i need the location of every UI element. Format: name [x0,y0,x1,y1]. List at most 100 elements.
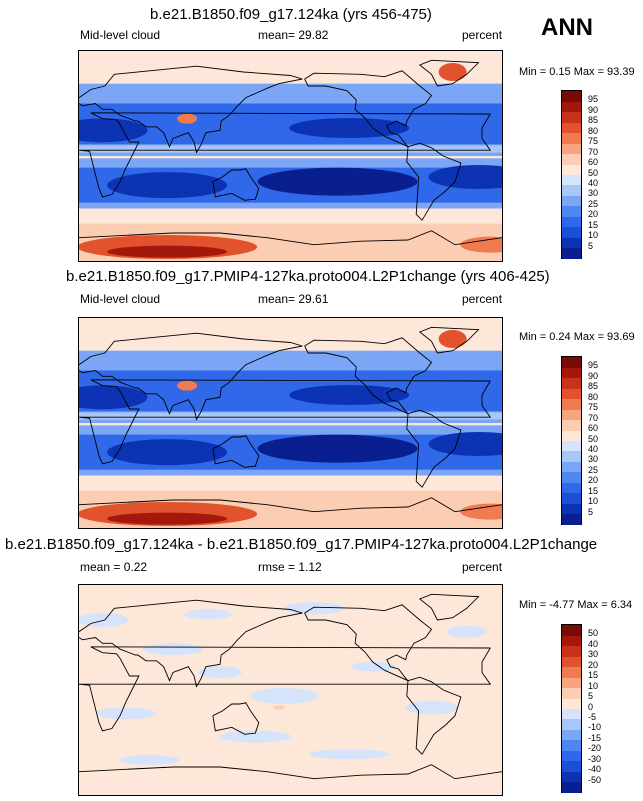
field-maximum [460,236,502,253]
colorbar-tick-label: 5 [588,691,594,702]
colorbar-tick-label: 75 [588,136,599,147]
panel3-rmse-label: rmse = 1.12 [258,560,322,574]
colorbar-cell [562,513,581,525]
field-band [79,412,502,420]
panel2-colorbar [561,356,582,525]
colorbar-cell [562,122,581,134]
coastline [212,435,260,468]
field-maximum [107,245,228,258]
field-negative-patch [184,609,233,620]
coastline [418,593,480,621]
field-minimum [289,385,410,405]
coastline [304,70,433,148]
colorbar-cell [562,739,581,751]
panel2-map [78,317,503,529]
colorbar-cell [562,205,581,217]
colorbar-cell [562,409,581,421]
field-maximum [177,113,198,124]
colorbar-tick-label: 80 [588,125,599,136]
field-minimum [428,432,502,456]
panel3-units-label: percent [462,560,503,574]
panel3-title: b.e21.B1850.f09_g17.124ka - b.e21.B1850.… [5,536,598,553]
colorbar-cell [562,687,581,699]
coastline [79,497,502,513]
coastline [79,112,492,198]
colorbar-tick-label: 25 [588,198,599,209]
colorbar-cell [562,760,581,772]
coastline [304,604,433,682]
colorbar-tick-label: 70 [588,412,599,423]
colorbar-cell [562,750,581,762]
colorbar-cell [562,666,581,678]
colorbar-cell [562,216,581,228]
colorbar-cell [562,440,581,452]
panel2-units-label: percent [462,292,503,306]
colorbar-cell [562,398,581,410]
colorbar-cell [562,677,581,689]
panel3-minmax-label: Min = -4.77 Max = 6.34 [519,599,633,611]
coastline [212,168,260,201]
colorbar-tick-label: 15 [588,670,599,681]
panel3-colorbar [561,624,582,793]
colorbar-tick-label: -50 [588,774,602,785]
field-band [79,145,502,153]
colorbar-cell [562,635,581,647]
colorbar-cell [562,195,581,207]
colorbar-cell [562,226,581,238]
colorbar-tick-label: 10 [588,230,599,241]
colorbar-cell [562,708,581,720]
field-minimum [289,118,410,138]
field-negative-patch [284,602,344,615]
coastline [212,702,260,735]
field-negative-patch [96,707,156,720]
colorbar-cell [562,492,581,504]
colorbar-tick-label: 20 [588,209,599,220]
panel2-variable-label: Mid-level cloud [80,292,161,306]
colorbar-tick-label: 85 [588,381,599,392]
colorbar-cell [562,503,581,515]
colorbar-tick-label: 20 [588,475,599,486]
colorbar-tick-label: -40 [588,764,602,775]
coastline [79,332,303,421]
colorbar-tick-label: 95 [588,360,599,371]
panel2-mean-label: mean= 29.61 [258,292,329,306]
colorbar-cell [562,91,581,102]
coastline [406,142,462,221]
colorbar-tick-label: 10 [588,680,599,691]
field-band [79,103,502,145]
field-maximum [438,63,467,81]
colorbar-tick-label: -20 [588,743,602,754]
colorbar-cell [562,143,581,155]
coastline [79,599,303,688]
colorbar-tick-label: 80 [588,391,599,402]
colorbar-tick-label: 90 [588,370,599,381]
colorbar-cell [562,237,581,249]
panel1-colorbar [561,90,582,259]
panel1-map [78,50,503,262]
colorbar-tick-label: 75 [588,402,599,413]
colorbar-tick-label: 0 [588,701,594,712]
field-minimum [79,118,148,143]
field-positive-patch [272,705,285,710]
colorbar-cell [562,718,581,730]
colorbar-tick-label: 15 [588,485,599,496]
colorbar-tick-label: 85 [588,115,599,126]
field-negative-patch [143,643,203,656]
colorbar-cell [562,153,581,165]
colorbar-tick-label: 30 [588,188,599,199]
colorbar-tick-label: 60 [588,157,599,168]
colorbar-cell [562,771,581,783]
colorbar-cell [562,419,581,431]
colorbar-tick-label: 20 [588,659,599,670]
colorbar-tick-label: 5 [588,506,594,517]
field-band [79,370,502,412]
colorbar-tick-label: 40 [588,443,599,454]
colorbar-tick-label: 50 [588,433,599,444]
colorbar-cell [562,388,581,400]
field-negative-patch [198,666,242,679]
panel1-minmax-label: Min = 0.15 Max = 93.39 [519,66,635,78]
panel3-map [78,584,503,796]
colorbar-tick-label: 70 [588,146,599,157]
colorbar-cell [562,430,581,441]
colorbar-tick-label: 90 [588,104,599,115]
